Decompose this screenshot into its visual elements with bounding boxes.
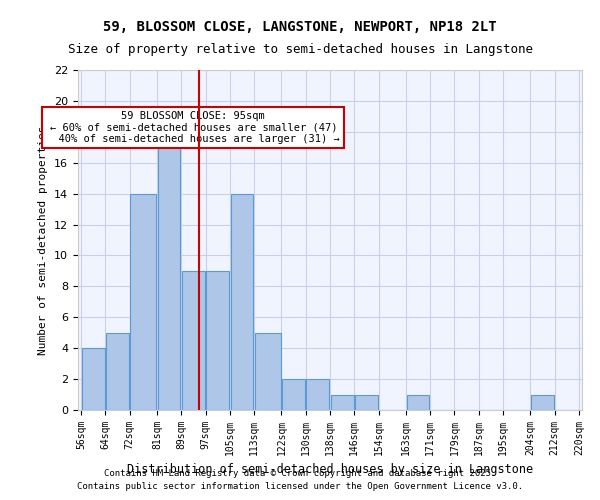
Bar	[158, 132, 181, 410]
Text: 59, BLOSSOM CLOSE, LANGSTONE, NEWPORT, NP18 2LT: 59, BLOSSOM CLOSE, LANGSTONE, NEWPORT, N…	[103, 20, 497, 34]
Bar	[255, 332, 281, 410]
Bar	[230, 194, 253, 410]
X-axis label: Distribution of semi-detached houses by size in Langstone: Distribution of semi-detached houses by …	[127, 464, 533, 476]
Bar	[331, 394, 353, 410]
Bar	[106, 332, 129, 410]
Text: Contains HM Land Registry data © Crown copyright and database right 2025.: Contains HM Land Registry data © Crown c…	[104, 468, 496, 477]
Text: 59 BLOSSOM CLOSE: 95sqm
← 60% of semi-detached houses are smaller (47)
  40% of : 59 BLOSSOM CLOSE: 95sqm ← 60% of semi-de…	[46, 111, 340, 144]
Bar	[307, 379, 329, 410]
Bar	[206, 271, 229, 410]
Bar	[531, 394, 554, 410]
Bar	[355, 394, 378, 410]
Bar	[282, 379, 305, 410]
Bar	[82, 348, 104, 410]
Text: Contains public sector information licensed under the Open Government Licence v3: Contains public sector information licen…	[77, 482, 523, 491]
Y-axis label: Number of semi-detached properties: Number of semi-detached properties	[38, 125, 49, 355]
Text: Size of property relative to semi-detached houses in Langstone: Size of property relative to semi-detach…	[67, 42, 533, 56]
Bar	[182, 271, 205, 410]
Bar	[130, 194, 156, 410]
Bar	[407, 394, 430, 410]
